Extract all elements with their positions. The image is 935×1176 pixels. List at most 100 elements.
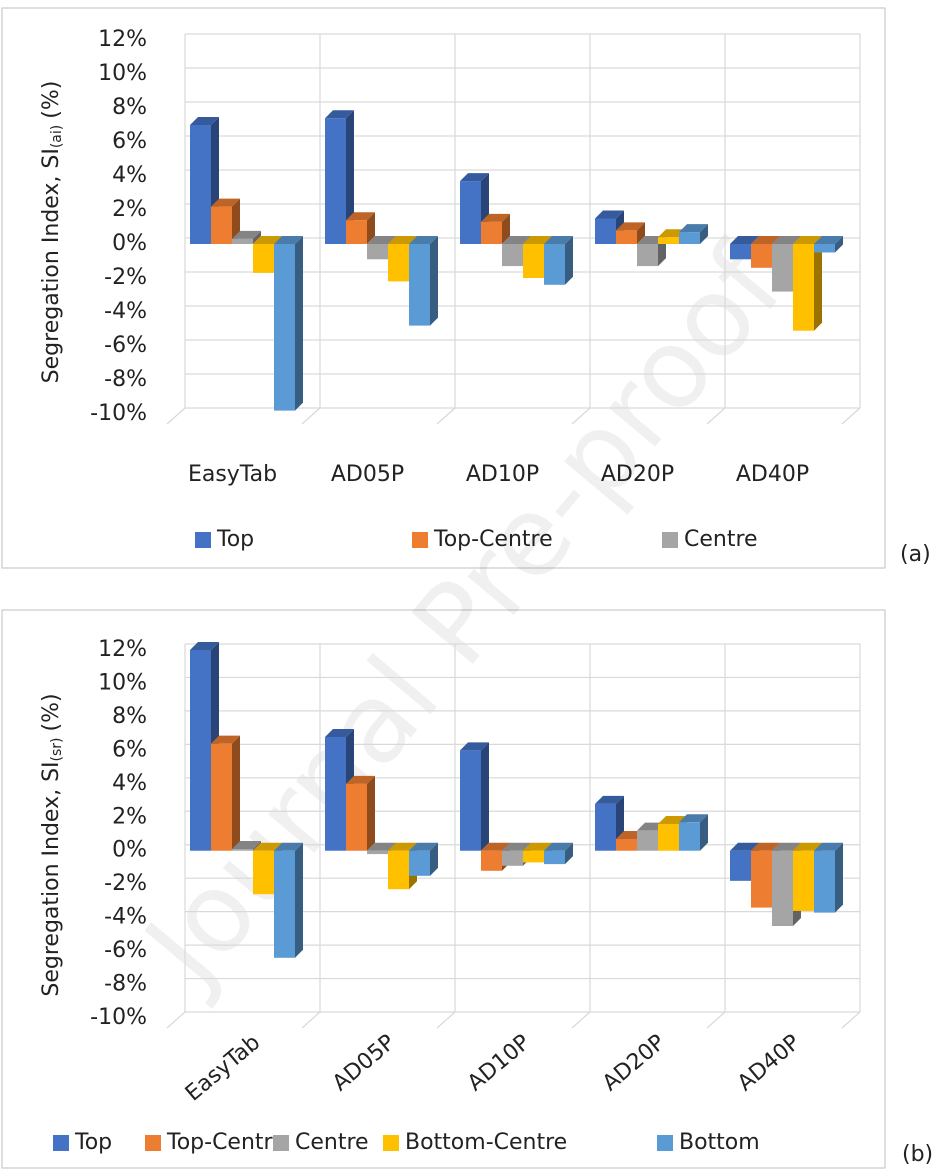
x-tick-label: AD20P (601, 462, 674, 487)
y-tick-label: 10% (98, 61, 147, 86)
y-tick-label: -10% (90, 401, 147, 426)
bar-side (700, 814, 708, 851)
floor-line (166, 1011, 186, 1029)
bar-side (295, 236, 303, 411)
bar (325, 118, 346, 244)
bar (253, 244, 274, 273)
floor-line (301, 1011, 321, 1029)
bar (595, 218, 616, 244)
bar-top (253, 236, 282, 244)
y-tick-label: -2% (104, 871, 147, 896)
bar-side (814, 236, 822, 331)
y-tick-label: -6% (104, 938, 147, 963)
floor-line (706, 1011, 726, 1029)
legend-label: Centre (295, 1130, 369, 1155)
bar-top (814, 842, 843, 851)
legend-label: Top-Centre (433, 527, 553, 552)
bar-side (835, 842, 843, 913)
bar-top (460, 742, 489, 751)
bar (388, 244, 409, 282)
bar-top (211, 735, 240, 744)
x-tick-label: EasyTab (181, 1030, 265, 1106)
bar-top (367, 236, 396, 244)
bar-side (295, 842, 303, 958)
bar (814, 244, 835, 253)
bar (679, 232, 700, 244)
bar-top (772, 236, 801, 244)
legend-swatch (53, 1135, 69, 1151)
bar (637, 830, 658, 851)
panel-label: (b) (902, 1142, 933, 1167)
bar-top (409, 842, 438, 851)
chart: -10% -8% -6% -4% -2% 0% 2% 4% 6% 8% 10% 12% Segregat… (39, 27, 931, 567)
bar (730, 850, 751, 881)
bar (409, 244, 430, 326)
y-tick-label: 2% (112, 197, 147, 222)
bar (232, 238, 253, 244)
y-tick-label: -6% (104, 333, 147, 358)
bar-top (253, 842, 282, 851)
bar (346, 220, 367, 244)
bar-top (730, 236, 759, 244)
bar-side (253, 841, 261, 851)
bar (388, 850, 409, 890)
bar-side (502, 213, 510, 244)
bar (772, 244, 793, 292)
bar-top (481, 213, 510, 222)
bar-top (772, 842, 801, 851)
panel-label: (a) (900, 542, 931, 567)
y-tick-label: 10% (98, 670, 147, 695)
y-axis-title-part: (sr) (49, 737, 65, 761)
y-tick-label: -10% (90, 1005, 147, 1030)
y-tick-label: -8% (104, 972, 147, 997)
bar-side (346, 110, 354, 244)
x-tick-label: AD20P (598, 1030, 670, 1096)
bar (595, 803, 616, 851)
bar (274, 244, 295, 411)
bar (544, 244, 565, 285)
bar (274, 850, 295, 958)
bar-side (565, 236, 573, 285)
y-tick-label: 6% (112, 737, 147, 762)
bar-top (388, 236, 417, 244)
bar (481, 850, 502, 871)
bar-top (274, 236, 303, 244)
bar-side (835, 236, 843, 253)
x-tick-label: AD10P (463, 1030, 535, 1096)
bar-top (409, 236, 438, 244)
bar (232, 849, 253, 851)
y-axis-title-part: (ai) (49, 125, 65, 148)
y-axis-title-part: Segregation Index, SI (39, 761, 64, 996)
y-tick-label: -8% (104, 367, 147, 392)
bar (460, 181, 481, 244)
bar (730, 244, 751, 260)
bar-side (232, 735, 240, 851)
legend-label: Bottom-Centre (405, 1130, 567, 1155)
bar-top (523, 842, 552, 851)
y-axis-title-part: Segregation Index, SI (39, 148, 64, 383)
bar (367, 850, 388, 855)
legend-swatch (273, 1135, 289, 1151)
bar-top (523, 236, 552, 244)
bar-top (544, 842, 573, 851)
floor-line (436, 1011, 456, 1029)
bar-side (481, 742, 489, 851)
bar-top (679, 224, 708, 233)
bar-top (274, 842, 303, 851)
bar (253, 850, 274, 895)
bar (544, 850, 565, 865)
chart-frame (1, 7, 886, 569)
floor-line (841, 1011, 861, 1029)
bar-side (430, 236, 438, 326)
bar (814, 850, 835, 913)
bar (616, 839, 637, 851)
bar-top (325, 110, 354, 119)
bar-top (793, 236, 822, 244)
x-tick-label: AD10P (466, 462, 539, 487)
bar (772, 850, 793, 926)
legend-label: Top-Centre (166, 1130, 286, 1155)
y-tick-label: 12% (98, 637, 147, 662)
floor-line (841, 407, 861, 425)
bar-top (595, 210, 624, 219)
